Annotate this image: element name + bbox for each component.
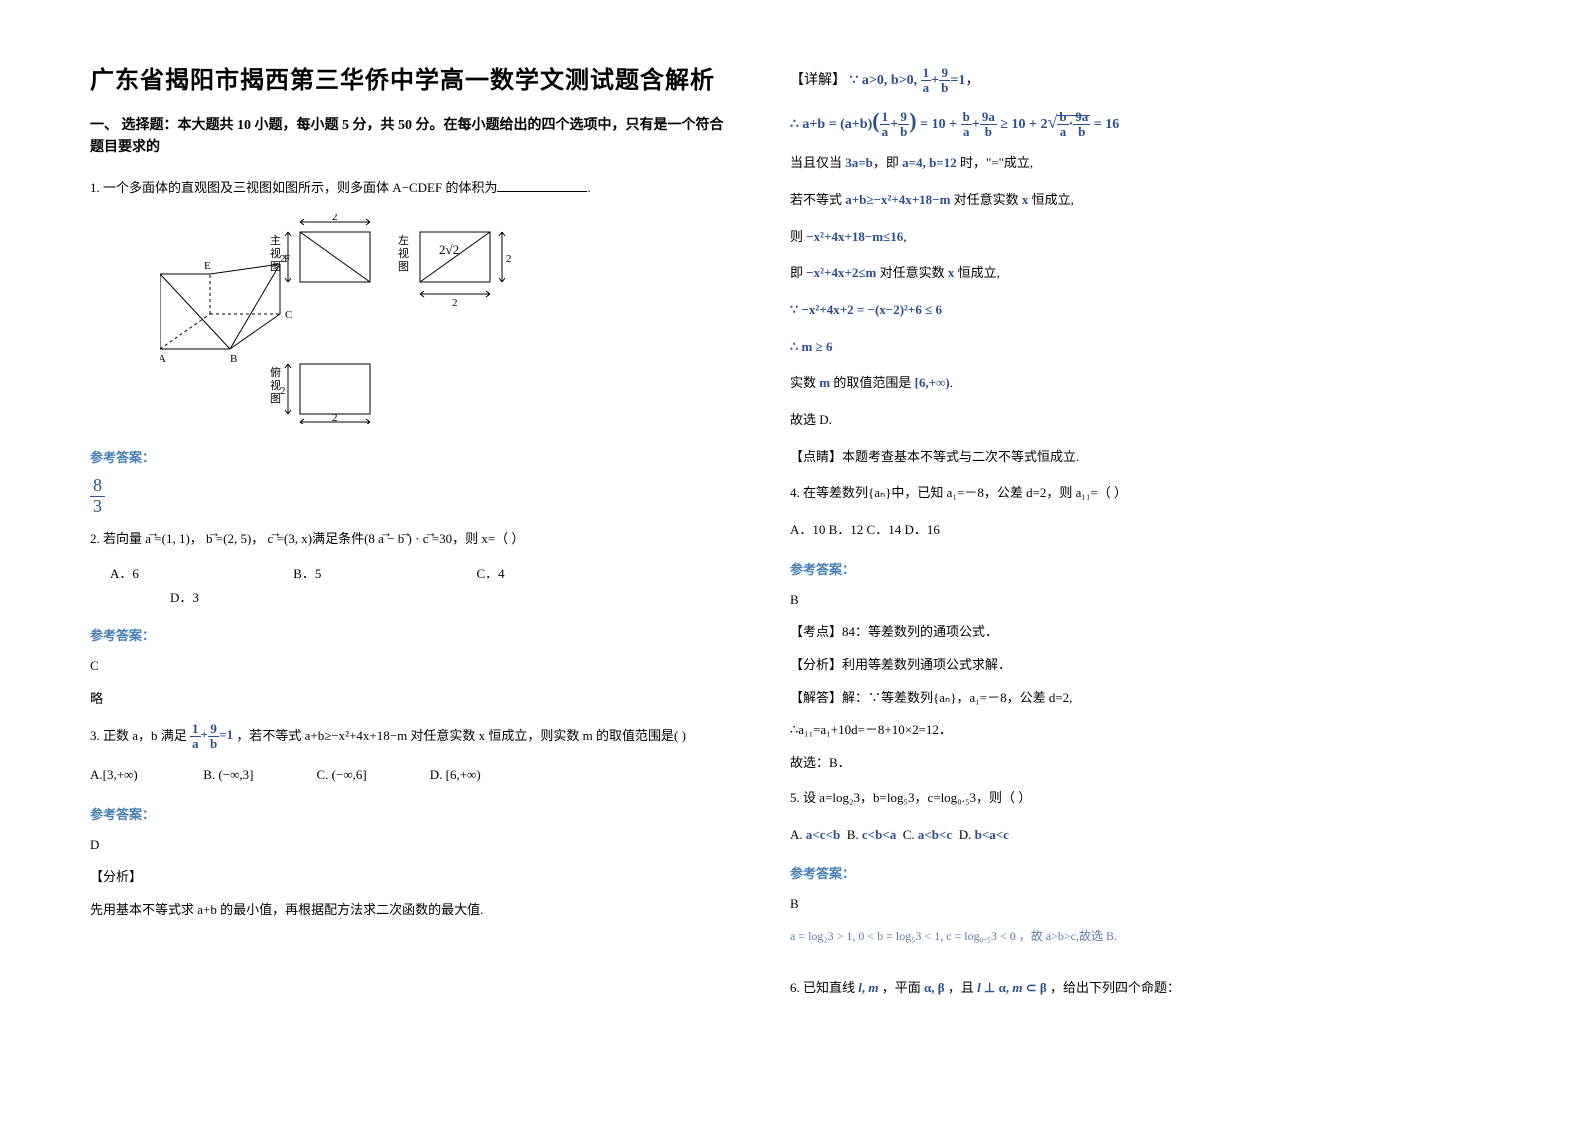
q5-answer-label: 参考答案： [790,863,1430,882]
q1-figure: 2 主 视 图 2 [160,214,730,429]
q1-svg: 2 主 视 图 2 [160,214,520,424]
lblB: B [230,353,237,365]
q3-fx-label: 【分析】 [90,865,730,890]
q1-answer: 8 3 [90,476,730,517]
vec-c2: →c [423,531,429,546]
r-l3: 若不等式 a+b≥−x²+4x+18−m 对任意实数 x 恒成立, [790,188,1430,213]
r-l8: 实数 m 的取值范围是 [6,+∞). [790,371,1430,396]
dim-2-r: 2 [506,253,512,265]
right-column: 【详解】 ∵ a>0, b>0, 1a+9b=1， ∴ a+b = (a+b)(… [790,60,1430,1006]
label-ce1: 左 [398,234,409,247]
q4-jd3: 故选：B． [790,751,1430,776]
left-column: 广东省揭阳市揭西第三华侨中学高一数学文测试题含解析 一、 选择题：本大题共 10… [90,60,730,1006]
q5-C: C. a<b<c [903,827,953,842]
r-l6: ∵ −x²+4x+2 = −(x−2)²+6 ≤ 6 [790,298,1430,323]
spacer [790,952,1430,970]
q2-answer: C [90,654,730,679]
q5-D: D. b<a<c [959,827,1009,842]
dim-2-fb: 2 [332,412,338,424]
q5-A: A. a<c<b [790,827,840,842]
r-l7: ∴ m ≥ 6 [790,335,1430,360]
page: 广东省揭阳市揭西第三华侨中学高一数学文测试题含解析 一、 选择题：本大题共 10… [0,0,1587,1046]
r-l4: 则 −x²+4x+18−m≤16, [790,225,1430,250]
dim-2-fl: 2 [280,385,286,397]
vec-c: →c [268,531,274,546]
q3-opts: A.[3,+∞) B. (−∞,3] C. (−∞,6] D. [6,+∞) [90,763,730,788]
vec-a2: →a [378,531,384,546]
dim-2-top: 2 [332,214,338,223]
q1: 1. 一个多面体的直观图及三视图如图所示，则多面体 A−CDEF 的体积为. [90,176,730,201]
lblA: A [160,353,166,365]
label-zhu1: 主 [270,234,281,247]
label-ce2: 视 [398,246,409,260]
q5: 5. 设 a=log₂3，b=log₅3，c=log₀.₅3，则（ ） [790,786,1430,811]
q4-jd: 【解答】解：∵等差数列{aₙ}，a₁=－8，公差 d=2, [790,686,1430,711]
q1-answer-label: 参考答案： [90,447,730,466]
q4-opts: A．10 B．12 C．14 D．16 [790,518,1430,543]
q3-answer: D [90,833,730,858]
label-fu1: 俯 [270,365,281,379]
r-l2: 当且仅当 3a=b，即 a=4, b=12 时，"="成立, [790,151,1430,176]
vec-b2: →b [398,531,405,546]
label-ce3: 图 [398,260,409,273]
lblC: C [285,309,292,321]
q4: 4. 在等差数列{aₙ}中，已知 a₁=－8，公差 d=2，则 a₁₁=（ ） [790,481,1430,506]
r-cond: ∵ a>0, b>0, 1a+9b=1 [850,73,966,88]
r-ds: 【点睛】本题考查基本不等式与二次不等式恒成立. [790,445,1430,470]
lblE: E [204,260,211,272]
q4-answer: B [790,588,1430,613]
q2: 2. 若向量 →a =(1, 1)， →b =(2, 5)， →c =(3, x… [90,527,730,552]
q1-text: 1. 一个多面体的直观图及三视图如图所示，则多面体 A−CDEF 的体积为 [90,180,497,195]
q2-exp: 略 [90,687,730,712]
dim-2sqrt2: 2√2 [439,242,459,257]
q2-answer-label: 参考答案： [90,625,730,644]
r-l5: 即 −x²+4x+2≤m 对任意实数 x 恒成立, [790,261,1430,286]
q1-frac: 8 3 [90,476,105,517]
r-detail2: ∴ a+b = (a+b)(1a+9b) = 10 + ba+9ab ≥ 10 … [790,108,1430,140]
r-detail1: 【详解】 ∵ a>0, b>0, 1a+9b=1， [790,66,1430,96]
q4-fx: 【分析】利用等差数列通项公式求解． [790,653,1430,678]
document-title: 广东省揭阳市揭西第三华侨中学高一数学文测试题含解析 [90,60,730,95]
part1-heading: 一、 选择题：本大题共 10 小题，每小题 5 分，共 50 分。在每小题给出的… [90,115,730,160]
q4-answer-label: 参考答案： [790,559,1430,578]
q6: 6. 已知直线 l, m ，平面 α, β ，且 l ⊥ α, m ⊂ β ，给… [790,976,1430,1001]
lblF: F [284,253,290,265]
q3-cond: 1a+9b=1 [190,727,236,742]
blank-line [497,191,587,192]
r-l9: 故选 D. [790,408,1430,433]
q4-jd2: ∴a₁₁=a₁+10d=－8+10×2=12． [790,718,1430,743]
q5-B: B. c<b<a [847,827,897,842]
q4-kd: 【考点】84：等差数列的通项公式． [790,620,1430,645]
q3-answer-label: 参考答案： [90,804,730,823]
dim-2-b: 2 [452,297,458,309]
vec-b: →b [206,531,213,546]
q5-opts: A. a<c<b B. c<b<a C. a<b<c D. b<a<c [790,823,1430,848]
vec-a: →a [145,531,151,546]
q3: 3. 正数 a，b 满足 1a+9b=1 ，若不等式 a+b≥−x²+4x+18… [90,722,730,752]
q2-opts: A．6 B．5 C．4 D．3 [110,562,730,611]
q5-answer: B [790,892,1430,917]
q3-fx-text: 先用基本不等式求 a+b 的最小值，再根据配方法求二次函数的最大值. [90,898,730,923]
q5-exp: a = log₂3 > 1, 0 < b = log₅3 < 1, c = lo… [790,925,1430,948]
